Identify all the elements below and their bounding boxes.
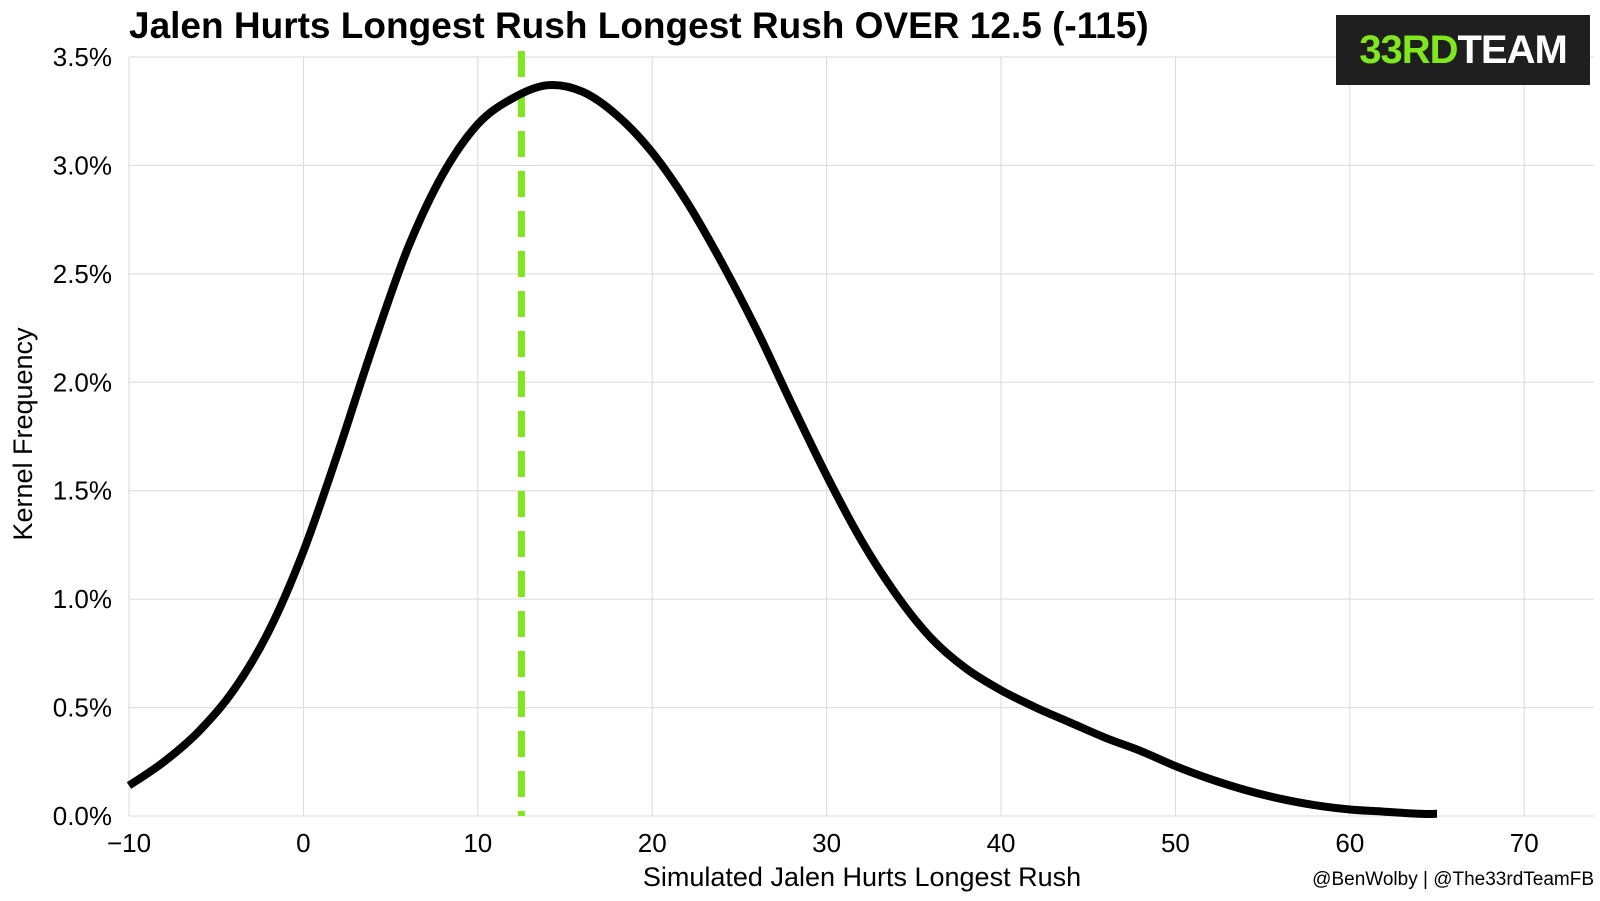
y-tick-labels: 0.0% 0.5% 1.0% 1.5% 2.0% 2.5% 3.0% 3.5% — [53, 42, 112, 831]
x-tick-label: 70 — [1510, 828, 1539, 858]
x-tick-label: 50 — [1161, 828, 1190, 858]
x-tick-label: 20 — [638, 828, 667, 858]
x-tick-label: 0 — [296, 828, 310, 858]
y-tick-label: 1.0% — [53, 584, 112, 614]
y-tick-label: 2.0% — [53, 367, 112, 397]
series-group — [126, 80, 1438, 818]
y-tick-label: 0.5% — [53, 693, 112, 723]
logo-text: TEAM — [1457, 27, 1567, 72]
y-tick-label: 3.5% — [53, 42, 112, 72]
logo-text-accent: 33RD — [1359, 27, 1458, 72]
y-tick-label: 3.0% — [53, 150, 112, 180]
x-tick-labels: −10 0 10 20 30 40 50 60 70 — [107, 828, 1539, 858]
y-axis-label: Kernel Frequency — [8, 327, 38, 541]
x-tick-label: 10 — [463, 828, 492, 858]
x-axis-label: Simulated Jalen Hurts Longest Rush — [643, 862, 1081, 892]
x-tick-label: 30 — [812, 828, 841, 858]
chart-title: Jalen Hurts Longest Rush Longest Rush OV… — [129, 5, 1149, 46]
density-curve — [126, 80, 1438, 818]
y-tick-label: 2.5% — [53, 259, 112, 289]
y-tick-label: 0.0% — [53, 801, 112, 831]
grid — [128, 56, 1594, 817]
x-tick-label: −10 — [107, 828, 151, 858]
brand-logo: 33RD TEAM — [1336, 15, 1590, 85]
x-tick-label: 40 — [987, 828, 1016, 858]
credit-text: @BenWolby | @The33rdTeamFB — [1312, 869, 1594, 890]
y-tick-label: 1.5% — [53, 476, 112, 506]
x-tick-label: 60 — [1335, 828, 1364, 858]
